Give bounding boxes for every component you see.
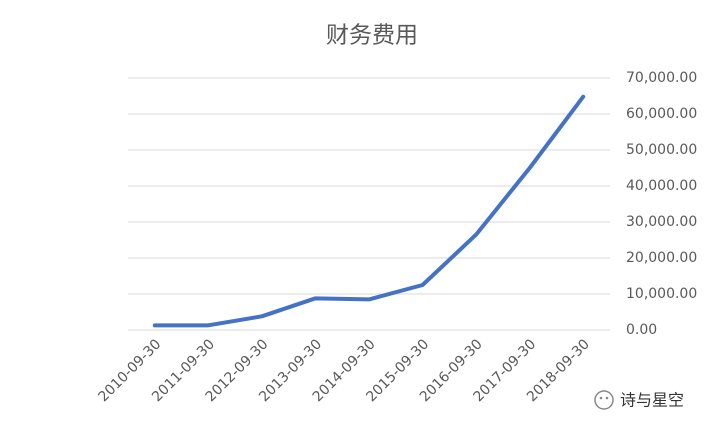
- line: [152, 94, 586, 328]
- y-tick-label: 70,000.00: [626, 70, 697, 86]
- y-tick-label: 50,000.00: [626, 142, 697, 158]
- watermark: 诗与星空: [620, 391, 684, 410]
- chart-title: 财务费用: [326, 23, 418, 49]
- y-tick-label: 10,000.00: [626, 286, 697, 302]
- y-tick-label: 40,000.00: [626, 178, 697, 194]
- y-tick-label: 0.00: [626, 322, 657, 338]
- y-tick-label: 30,000.00: [626, 214, 697, 230]
- y-tick-label: 20,000.00: [626, 250, 697, 266]
- y-tick-label: 60,000.00: [626, 106, 697, 122]
- watermark-icon: [594, 390, 614, 410]
